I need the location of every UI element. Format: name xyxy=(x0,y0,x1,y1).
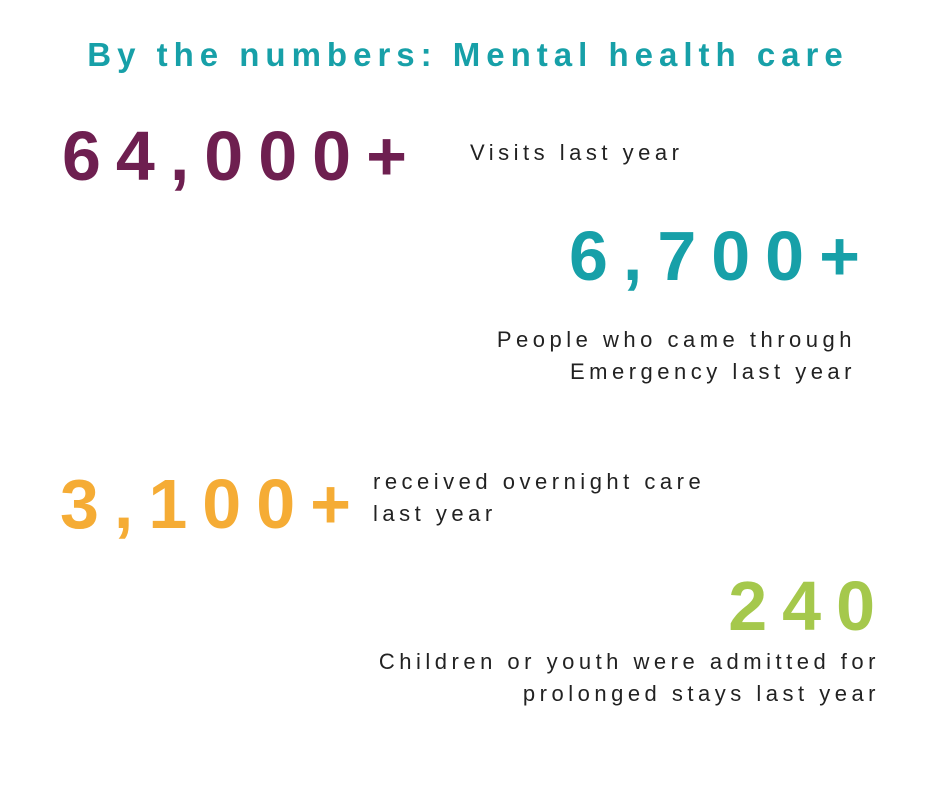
stat-number: 6,700+ xyxy=(569,217,875,295)
stat-number: 64,000+ xyxy=(62,117,422,195)
stat-description: last year xyxy=(373,501,497,526)
stat-description: People who came through xyxy=(497,327,856,352)
stat-number: 3,100+ xyxy=(60,465,366,543)
stat-description: Emergency last year xyxy=(570,359,856,384)
stat-number: 240 xyxy=(728,567,890,645)
title: By the numbers: Mental health care xyxy=(87,36,848,73)
stat-description: prolonged stays last year xyxy=(523,681,880,706)
stat-description: Children or youth were admitted for xyxy=(379,649,880,674)
stat-description: Visits last year xyxy=(470,140,683,165)
stat-description: received overnight care xyxy=(373,469,705,494)
